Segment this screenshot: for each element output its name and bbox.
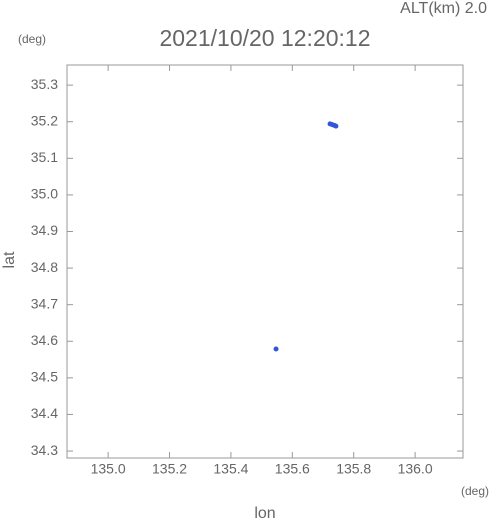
x-tick-label: 135.4 — [213, 461, 248, 477]
x-tick-label: 135.8 — [336, 461, 371, 477]
y-tick-label: 34.8 — [31, 259, 58, 275]
y-tick-label: 34.4 — [31, 405, 58, 421]
y-tick-label: 35.1 — [31, 149, 58, 165]
x-tick-label: 136.0 — [398, 461, 433, 477]
y-unit: (deg) — [18, 32, 46, 46]
x-unit: (deg) — [461, 484, 489, 498]
x-tick-label: 135.0 — [91, 461, 126, 477]
y-axis-label: lat — [1, 251, 18, 268]
y-tick-label: 35.0 — [31, 186, 58, 202]
plot-frame — [66, 64, 464, 459]
point — [273, 346, 279, 352]
y-tick-label: 35.2 — [31, 112, 58, 128]
x-tick-label: 135.6 — [275, 461, 310, 477]
y-tick-label: 34.6 — [31, 332, 58, 348]
annotation: ALT(km) 2.0 — [400, 0, 487, 17]
x-axis-label: lon — [254, 505, 275, 521]
y-tick-label: 35.3 — [31, 76, 58, 92]
y-tick-label: 34.7 — [31, 295, 58, 311]
y-tick-label: 34.3 — [31, 442, 58, 458]
point — [333, 123, 339, 129]
x-tick-label: 135.2 — [152, 461, 187, 477]
chart-title: 2021/10/20 12:20:12 — [159, 25, 370, 51]
y-tick-label: 34.5 — [31, 369, 58, 385]
y-tick-label: 34.9 — [31, 222, 58, 238]
